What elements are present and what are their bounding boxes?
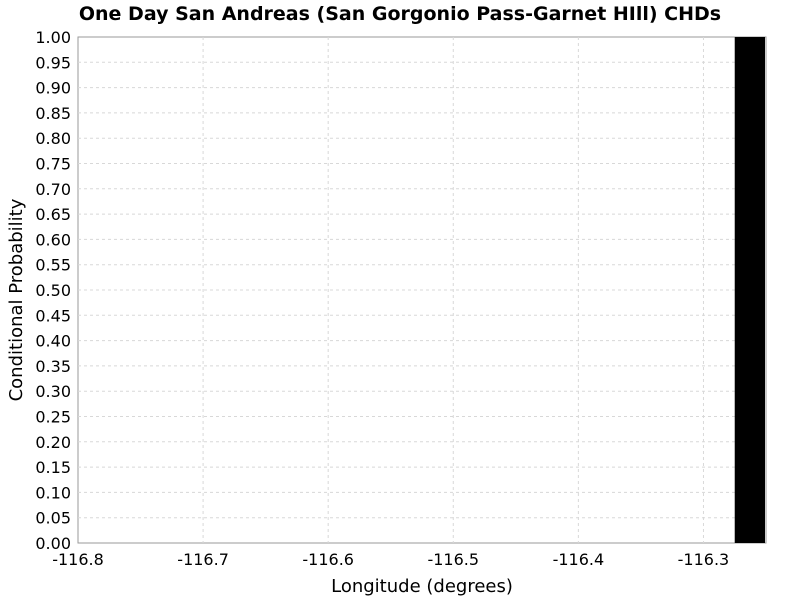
x-tick-label: -116.5 [427, 550, 479, 569]
y-axis-ticks: 0.00 0.05 0.10 0.15 0.20 0.25 0.30 0.35 0.40 0.45… [35, 28, 71, 553]
y-tick-label: 0.30 [35, 382, 71, 401]
y-tick-label: 0.60 [35, 230, 71, 249]
y-tick-label: 0.45 [35, 306, 71, 325]
x-tick-label: -116.7 [177, 550, 229, 569]
y-tick-label: 0.95 [35, 53, 71, 72]
y-tick-label: 0.05 [35, 509, 71, 528]
y-tick-label: 0.70 [35, 180, 71, 199]
y-tick-label: 0.20 [35, 433, 71, 452]
y-tick-label: 0.40 [35, 332, 71, 351]
y-tick-label: 0.50 [35, 281, 71, 300]
x-tick-label: -116.4 [553, 550, 605, 569]
y-tick-label: 1.00 [35, 28, 71, 47]
x-tick-label: -116.8 [52, 550, 104, 569]
y-tick-label: 0.90 [35, 79, 71, 98]
bars [734, 37, 765, 543]
y-tick-label: 0.15 [35, 458, 71, 477]
x-tick-label: -116.6 [302, 550, 354, 569]
x-axis-ticks: -116.8 -116.7 -116.6 -116.5 -116.4 -116.3 [52, 550, 729, 569]
y-tick-label: 0.75 [35, 155, 71, 174]
x-axis-label: Longitude (degrees) [331, 576, 513, 597]
y-tick-label: 0.25 [35, 408, 71, 427]
y-tick-label: 0.55 [35, 256, 71, 275]
bar [734, 37, 765, 543]
chart-title: One Day San Andreas (San Gorgonio Pass-G… [79, 3, 721, 25]
grid [78, 37, 766, 543]
y-tick-label: 0.80 [35, 129, 71, 148]
y-tick-label: 0.10 [35, 483, 71, 502]
y-tick-label: 0.65 [35, 205, 71, 224]
x-tick-label: -116.3 [678, 550, 730, 569]
y-tick-label: 0.00 [35, 534, 71, 553]
y-tick-label: 0.85 [35, 104, 71, 123]
y-tick-label: 0.35 [35, 357, 71, 376]
y-axis-label: Conditional Probability [6, 198, 27, 401]
